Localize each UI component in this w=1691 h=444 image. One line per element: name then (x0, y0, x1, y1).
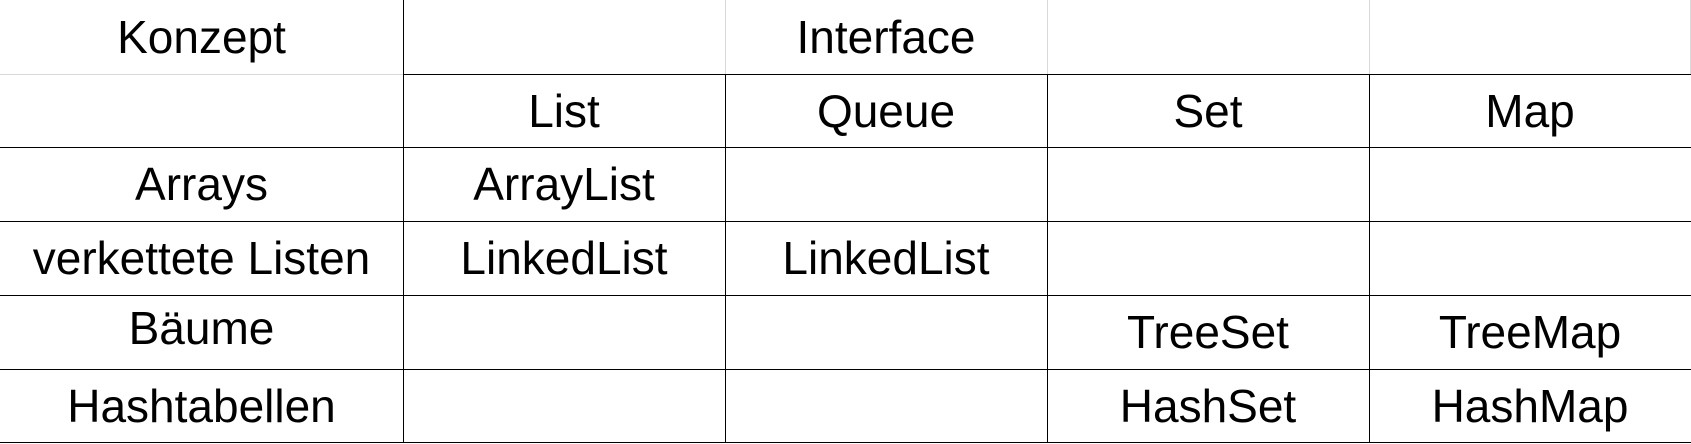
cell-linked-lists-queue: LinkedList (782, 232, 990, 284)
cell-trees-map: TreeMap (1438, 306, 1622, 358)
cell-arrays-map (1369, 147, 1691, 221)
cell-hashtables-set: HashSet (1119, 379, 1297, 432)
gridline (1047, 0, 1048, 74)
column-header-map: Map (1485, 84, 1575, 137)
cell-hashtables-list (403, 369, 725, 442)
table-border (0, 369, 1691, 370)
cell-trees-set: TreeSet (1127, 306, 1289, 358)
cell-hashtables-map: HashMap (1431, 379, 1629, 432)
row-concept-hashtables: Hashtabellen (67, 379, 336, 432)
row-concept-arrays: Arrays (135, 158, 268, 210)
table-border (725, 74, 726, 443)
table-border (1369, 74, 1370, 443)
column-header-list: List (528, 84, 600, 137)
gridline (725, 0, 726, 74)
cell-arrays-set (1047, 147, 1369, 221)
row-concept-trees: Bäume (128, 302, 275, 354)
cell-arrays-queue (725, 147, 1047, 221)
gridline (1369, 0, 1370, 74)
column-header-set: Set (1173, 84, 1243, 137)
row-concept-linked-lists: verkettete Listen (32, 232, 371, 284)
table-border (0, 147, 1691, 148)
table-border (0, 442, 1691, 443)
cell-hashtables-queue (725, 369, 1047, 442)
cell-arrays-list: ArrayList (473, 158, 655, 210)
table-border (1047, 74, 1048, 443)
table-border (403, 0, 404, 443)
column-header-queue: Queue (816, 84, 956, 137)
cell-trees-queue (725, 295, 1047, 369)
gridline (0, 74, 403, 75)
table-border (0, 221, 1691, 222)
cell-linked-lists-set (1047, 221, 1369, 295)
table-border (0, 295, 1691, 296)
cell-trees-list (403, 295, 725, 369)
header-interface: Interface (796, 11, 976, 63)
cell-linked-lists-map (1369, 221, 1691, 295)
header-concept: Konzept (117, 11, 286, 63)
cell-linked-lists-list: LinkedList (460, 232, 668, 284)
